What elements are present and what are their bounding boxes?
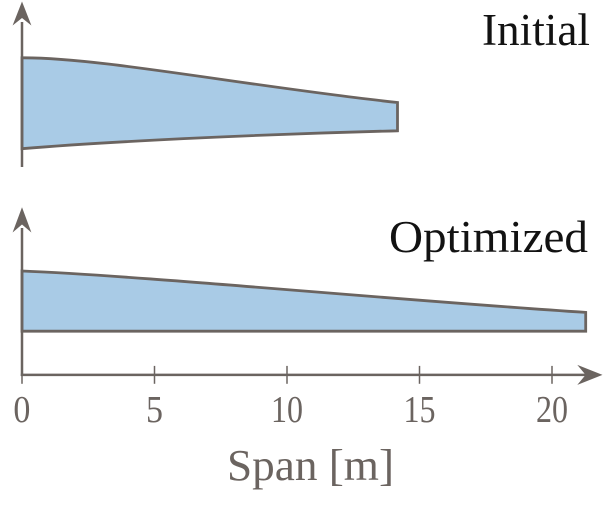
svg-text:10: 10: [271, 389, 303, 431]
svg-text:Initial: Initial: [482, 5, 590, 55]
svg-text:Optimized: Optimized: [389, 212, 588, 262]
svg-text:15: 15: [404, 389, 436, 431]
svg-text:5: 5: [146, 389, 163, 431]
svg-text:20: 20: [536, 389, 568, 431]
svg-text:Span [m]: Span [m]: [227, 441, 394, 490]
svg-text:0: 0: [13, 389, 30, 431]
